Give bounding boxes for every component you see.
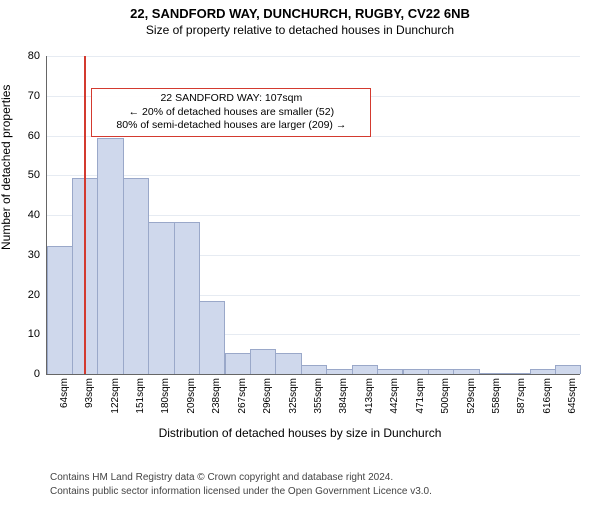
xtick-label: 587sqm: [516, 378, 527, 414]
xtick-label: 180sqm: [160, 378, 171, 414]
gridline: [46, 56, 580, 57]
ytick-label: 30: [28, 249, 46, 261]
xtick-label: 442sqm: [389, 378, 400, 414]
ytick-label: 70: [28, 90, 46, 102]
xtick-label: 64sqm: [59, 378, 70, 408]
histogram-bar: [352, 365, 378, 374]
y-axis-line: [46, 56, 47, 374]
x-axis-line: [46, 374, 580, 375]
histogram-bar: [47, 246, 73, 374]
histogram-bar: [174, 222, 200, 374]
chart-subtitle: Size of property relative to detached ho…: [0, 23, 600, 37]
xtick-label: 529sqm: [466, 378, 477, 414]
footnote-line-2: Contains public sector information licen…: [50, 486, 432, 497]
histogram-bar: [555, 365, 581, 374]
x-axis-label: Distribution of detached houses by size …: [0, 426, 600, 440]
histogram-bar: [123, 178, 149, 374]
y-axis-label: Number of detached properties: [0, 85, 13, 250]
xtick-label: 296sqm: [262, 378, 273, 414]
ytick-label: 40: [28, 209, 46, 221]
annotation-box: 22 SANDFORD WAY: 107sqm← 20% of detached…: [91, 88, 371, 137]
ytick-label: 20: [28, 289, 46, 301]
histogram-bar: [250, 349, 276, 374]
xtick-label: 616sqm: [542, 378, 553, 414]
annotation-line: ← 20% of detached houses are smaller (52…: [98, 106, 364, 120]
property-marker-line: [84, 56, 86, 374]
xtick-label: 558sqm: [491, 378, 502, 414]
ytick-label: 0: [34, 368, 46, 380]
xtick-label: 267sqm: [237, 378, 248, 414]
xtick-label: 122sqm: [110, 378, 121, 414]
xtick-label: 93sqm: [84, 378, 95, 408]
chart-area: Number of detached properties 0102030405…: [0, 50, 600, 450]
ytick-label: 10: [28, 328, 46, 340]
gridline: [46, 175, 580, 176]
xtick-label: 500sqm: [440, 378, 451, 414]
footnote-line-1: Contains HM Land Registry data © Crown c…: [50, 472, 393, 483]
xtick-label: 355sqm: [313, 378, 324, 414]
annotation-line: 22 SANDFORD WAY: 107sqm: [98, 92, 364, 106]
xtick-label: 325sqm: [288, 378, 299, 414]
histogram-bar: [148, 222, 174, 374]
xtick-label: 151sqm: [135, 378, 146, 414]
ytick-label: 80: [28, 50, 46, 62]
plot-region: 0102030405060708064sqm93sqm122sqm151sqm1…: [46, 56, 580, 374]
xtick-label: 471sqm: [415, 378, 426, 414]
histogram-bar: [225, 353, 251, 374]
annotation-line: 80% of semi-detached houses are larger (…: [98, 119, 364, 133]
chart-title: 22, SANDFORD WAY, DUNCHURCH, RUGBY, CV22…: [0, 6, 600, 21]
histogram-bar: [97, 138, 123, 374]
xtick-label: 645sqm: [567, 378, 578, 414]
histogram-bar: [199, 301, 225, 374]
ytick-label: 60: [28, 130, 46, 142]
ytick-label: 50: [28, 169, 46, 181]
xtick-label: 209sqm: [186, 378, 197, 414]
histogram-bar: [301, 365, 327, 374]
xtick-label: 413sqm: [364, 378, 375, 414]
xtick-label: 238sqm: [211, 378, 222, 414]
xtick-label: 384sqm: [338, 378, 349, 414]
histogram-bar: [275, 353, 301, 374]
